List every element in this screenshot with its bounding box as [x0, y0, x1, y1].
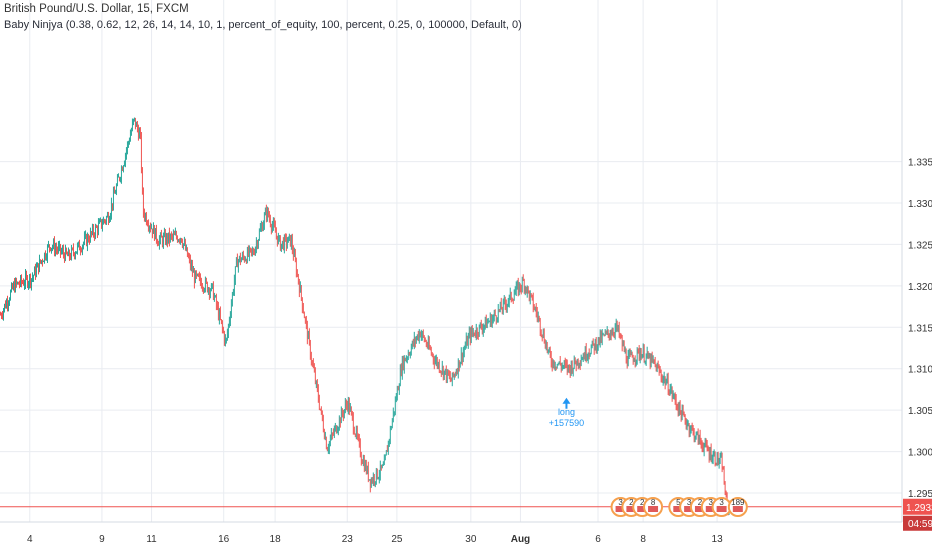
badge-flag-icon [637, 506, 648, 512]
trade-badge-count: 8 [651, 498, 656, 507]
time-tick-label: 30 [465, 534, 477, 545]
price-tick-label: 1.30000 [908, 448, 932, 459]
trade-badge-count: 2 [640, 498, 645, 507]
badge-flag-icon [732, 506, 743, 512]
price-tick-label: 1.31500 [908, 323, 932, 334]
price-tick-label: 1.31000 [908, 365, 932, 376]
long-arrow [562, 397, 571, 409]
study-title[interactable]: Baby Ninjya (0.38, 0.62, 12, 26, 14, 14,… [4, 19, 522, 31]
badge-flag-icon [673, 506, 684, 512]
countdown-tag [903, 515, 932, 531]
countdown-label: 04:59 [908, 519, 932, 530]
trade-badge-count: 3 [709, 498, 714, 507]
signal-marker: long+157590 [549, 397, 584, 428]
trade-badge-count: 2 [698, 498, 703, 507]
trade-badges: 3 2 2 8 5 3 2 3 3 189 [610, 497, 748, 517]
time-tick-label: Aug [511, 534, 530, 545]
badge-flag-icon [705, 506, 716, 512]
price-tick-label: 1.33000 [908, 199, 932, 210]
price-tick-label: 1.32000 [908, 282, 932, 293]
time-tick-label: 4 [27, 534, 33, 545]
badge-flag-icon [716, 506, 727, 512]
time-tick-label: 16 [218, 534, 230, 545]
badge-flag-icon [684, 506, 695, 512]
trade-badge-count: 3 [719, 498, 724, 507]
trade-badge-count: 3 [687, 498, 692, 507]
time-tick-label: 25 [391, 534, 403, 545]
signal-label: long [558, 407, 575, 417]
trade-badge-count: 189 [731, 498, 745, 507]
time-tick-label: 18 [270, 534, 282, 545]
price-tick-label: 1.33500 [908, 158, 932, 169]
candles [0, 117, 731, 516]
time-tick-label: 11 [146, 534, 157, 545]
price-tick-label: 1.30500 [908, 406, 932, 417]
badge-flag-icon [626, 506, 637, 512]
time-axis[interactable]: 4 9 11 16 18 23 25 30 Aug 6 8 13 [0, 521, 902, 545]
signal-value: +157590 [549, 418, 584, 428]
price-tick-label: 1.32500 [908, 240, 932, 251]
trade-badge-count: 3 [618, 498, 623, 507]
price-axis[interactable]: 1.33500 1.33000 1.32500 1.32000 1.31500 1.310… [901, 0, 932, 531]
time-tick-label: 13 [712, 534, 724, 545]
price-tick-label: 1.29500 [908, 489, 932, 500]
badge-flag-icon [694, 506, 705, 512]
grid-lines [0, 0, 902, 522]
time-tick-label: 23 [342, 534, 354, 545]
time-tick-label: 6 [595, 534, 601, 545]
time-tick-label: 9 [99, 534, 105, 545]
badge-flag-icon [648, 506, 659, 512]
symbol-title[interactable]: British Pound/U.S. Dollar, 15, FXCM [4, 3, 189, 15]
trade-badge-count: 5 [676, 498, 681, 507]
last-price-label: 1.29334 [906, 503, 932, 514]
time-tick-label: 8 [640, 534, 646, 545]
trade-badge-count: 2 [629, 498, 634, 507]
badge-flag-icon [615, 506, 626, 512]
last-price-tag [903, 498, 932, 515]
